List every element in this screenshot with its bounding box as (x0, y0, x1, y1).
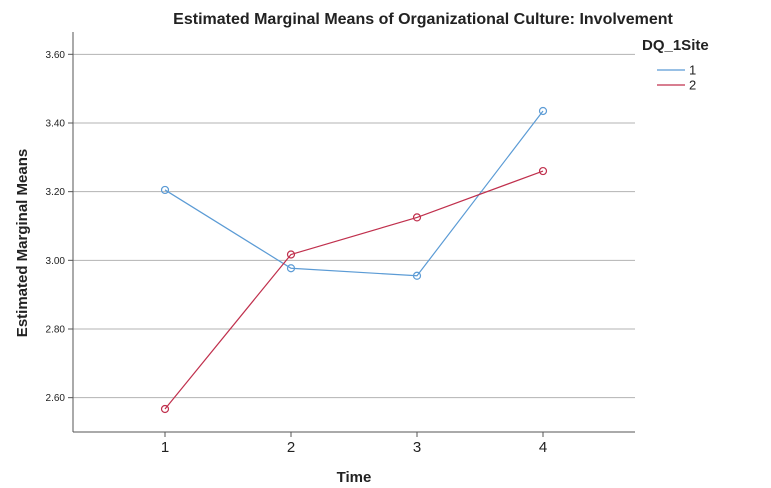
gridlines (73, 54, 635, 397)
y-tick-label: 3.00 (46, 256, 66, 267)
legend: DQ_1Site 12 (642, 37, 709, 93)
series-2-line (165, 171, 543, 409)
x-tick-label: 2 (287, 439, 295, 456)
x-tick-label: 3 (413, 439, 421, 456)
x-axis-title: Time (337, 469, 372, 486)
y-tick-labels: 2.60 2.80 3.00 3.20 3.40 3.60 (46, 50, 73, 404)
x-tick-labels: 1 2 3 4 (161, 432, 547, 456)
y-tick-label: 3.20 (46, 187, 66, 198)
y-tick-label: 2.60 (46, 393, 66, 404)
x-tick-label: 1 (161, 439, 169, 456)
legend-label-2: 2 (689, 78, 696, 93)
legend-title: DQ_1Site (642, 37, 709, 54)
y-tick-label: 2.80 (46, 324, 66, 335)
series-1-line (165, 111, 543, 276)
y-axis-title: Estimated Marginal Means (14, 149, 31, 337)
legend-label-1: 1 (689, 63, 696, 78)
y-tick-label: 3.60 (46, 50, 66, 61)
chart-title: Estimated Marginal Means of Organization… (173, 11, 673, 28)
y-tick-label: 3.40 (46, 118, 66, 129)
x-tick-label: 4 (539, 439, 547, 456)
